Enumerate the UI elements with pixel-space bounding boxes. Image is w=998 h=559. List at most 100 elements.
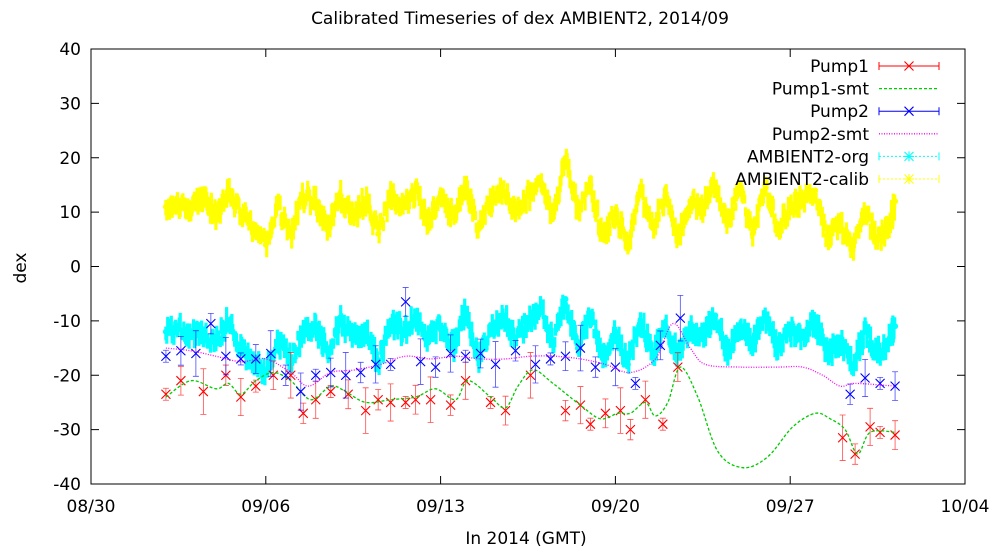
point-marker <box>585 419 596 430</box>
data-point <box>400 203 407 210</box>
data-point <box>412 187 419 194</box>
y-axis-label: dex <box>11 252 31 283</box>
data-point <box>500 312 506 319</box>
point-marker <box>850 449 861 459</box>
legend-entry-ambient2-org: AMBIENT2-org <box>747 147 940 167</box>
point-marker <box>475 348 486 359</box>
point-marker <box>485 397 496 408</box>
legend-swatch-caps <box>878 107 940 116</box>
data-point <box>612 328 619 335</box>
data-point <box>837 339 844 346</box>
point-marker <box>545 354 556 364</box>
data-point <box>590 356 601 378</box>
data-point <box>545 352 556 366</box>
data-point <box>350 334 357 341</box>
data-point <box>162 203 169 210</box>
data-point <box>475 338 486 369</box>
legend-swatch-caps <box>878 62 940 70</box>
data-point <box>890 420 900 450</box>
data-point <box>887 334 894 341</box>
data-point <box>657 417 668 431</box>
data-point <box>300 328 307 335</box>
series-pump1 <box>161 352 900 465</box>
data-point <box>749 230 756 237</box>
data-point <box>300 192 307 199</box>
data-point <box>425 339 432 346</box>
legend-entry-ambient2-calib: AMBIENT2-calib <box>735 170 940 190</box>
series-ambient2-calib <box>162 148 899 261</box>
x-tick-label: 09/27 <box>766 497 815 517</box>
point-marker <box>875 378 885 389</box>
data-point <box>662 192 669 199</box>
point-marker <box>625 424 636 435</box>
point-marker <box>310 394 321 405</box>
data-point <box>849 247 856 254</box>
data-point <box>295 372 306 411</box>
data-point <box>737 187 744 194</box>
data-point <box>373 389 384 411</box>
data-point <box>237 345 244 352</box>
data-point <box>220 337 231 376</box>
data-point <box>890 371 900 401</box>
y-tick-label: -20 <box>53 366 81 386</box>
data-point <box>161 387 171 401</box>
data-point <box>862 328 869 335</box>
data-point <box>824 350 831 357</box>
data-point <box>875 377 885 390</box>
data-point <box>575 324 586 372</box>
data-point <box>337 317 344 324</box>
data-point <box>462 307 469 313</box>
point-marker <box>198 386 209 397</box>
point-marker <box>400 296 411 307</box>
point-marker <box>837 432 848 443</box>
data-point <box>490 341 501 388</box>
data-point <box>385 357 396 371</box>
data-point <box>612 209 619 216</box>
point-marker <box>310 370 321 381</box>
data-point <box>187 334 194 341</box>
data-point <box>161 349 171 363</box>
data-point <box>362 328 369 335</box>
data-point <box>175 198 182 205</box>
x-tick-label: 09/06 <box>241 497 290 517</box>
data-point <box>437 323 444 330</box>
point-marker <box>560 351 571 362</box>
data-point <box>862 209 869 216</box>
point-marker <box>295 386 306 397</box>
series-pump2-smt <box>165 322 896 388</box>
point-marker <box>360 405 371 416</box>
x-tick-label: 09/13 <box>416 497 465 517</box>
data-point <box>425 220 432 226</box>
data-point <box>250 344 261 374</box>
data-point <box>600 398 611 429</box>
data-point <box>550 214 556 221</box>
point-marker <box>250 381 261 392</box>
data-point <box>562 154 569 161</box>
legend-marker <box>904 106 914 117</box>
data-point <box>205 312 216 335</box>
data-point <box>724 350 731 357</box>
legend-label: AMBIENT2-calib <box>735 170 869 190</box>
data-point <box>225 317 232 324</box>
point-marker <box>445 400 456 411</box>
point-marker <box>575 343 586 353</box>
data-point <box>212 214 219 221</box>
data-point <box>512 334 519 341</box>
data-point <box>860 358 871 397</box>
data-point <box>574 209 581 216</box>
point-marker <box>460 351 471 362</box>
point-marker <box>890 381 900 392</box>
point-marker <box>672 362 683 372</box>
data-point <box>624 241 631 248</box>
data-point <box>774 345 781 352</box>
data-point <box>265 330 276 377</box>
point-marker <box>510 345 521 356</box>
data-point <box>437 192 444 199</box>
point-marker <box>675 313 686 324</box>
y-tick-label: 20 <box>59 149 81 169</box>
point-marker <box>220 351 231 362</box>
point-marker <box>190 348 201 359</box>
data-point <box>887 220 894 226</box>
data-point <box>537 181 544 188</box>
y-tick-label: -30 <box>53 421 81 441</box>
